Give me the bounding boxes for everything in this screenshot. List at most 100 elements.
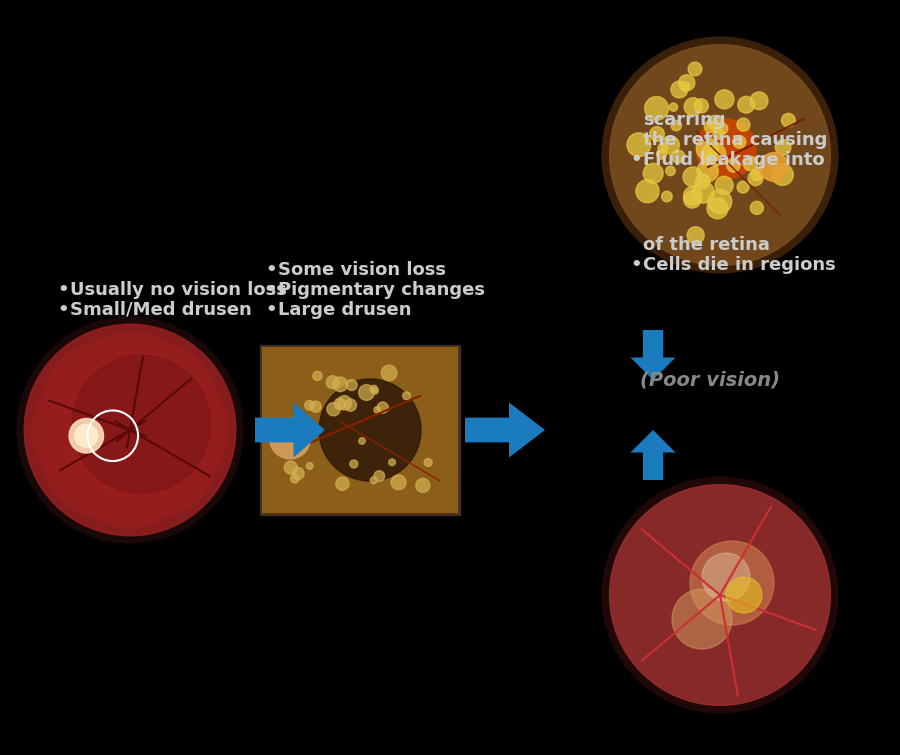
Circle shape: [609, 485, 831, 705]
Circle shape: [748, 171, 763, 186]
Polygon shape: [255, 402, 325, 458]
Text: the retina causing: the retina causing: [643, 131, 827, 149]
Circle shape: [737, 181, 749, 193]
Circle shape: [333, 377, 347, 392]
Polygon shape: [465, 402, 545, 458]
Circle shape: [310, 401, 321, 412]
Circle shape: [291, 474, 299, 483]
Circle shape: [751, 202, 763, 214]
Circle shape: [738, 97, 754, 113]
Circle shape: [694, 99, 708, 113]
Circle shape: [734, 136, 746, 148]
Text: Pigmentary changes: Pigmentary changes: [278, 281, 485, 299]
Circle shape: [727, 159, 740, 172]
Circle shape: [326, 376, 339, 389]
Circle shape: [697, 137, 718, 160]
Circle shape: [650, 127, 664, 141]
Circle shape: [743, 156, 758, 171]
Circle shape: [687, 226, 704, 244]
Circle shape: [636, 180, 659, 203]
Circle shape: [370, 476, 377, 484]
Circle shape: [702, 553, 750, 601]
Polygon shape: [631, 430, 676, 480]
Circle shape: [15, 315, 245, 545]
Circle shape: [370, 385, 378, 393]
Circle shape: [684, 97, 702, 116]
Text: of the retina: of the retina: [643, 236, 770, 254]
Circle shape: [359, 384, 374, 400]
Circle shape: [680, 82, 689, 91]
Circle shape: [751, 92, 768, 109]
Circle shape: [416, 479, 430, 492]
Circle shape: [101, 367, 228, 493]
Circle shape: [688, 62, 702, 76]
Circle shape: [67, 332, 194, 459]
Polygon shape: [631, 330, 676, 380]
FancyBboxPatch shape: [262, 347, 458, 513]
Circle shape: [382, 365, 397, 381]
Text: scarring: scarring: [643, 111, 725, 129]
Circle shape: [306, 463, 313, 470]
Circle shape: [716, 177, 733, 195]
Text: •: •: [630, 256, 642, 274]
Circle shape: [327, 402, 340, 416]
Circle shape: [359, 438, 365, 444]
Circle shape: [345, 399, 356, 411]
Text: •: •: [265, 301, 276, 319]
Circle shape: [346, 380, 357, 390]
Circle shape: [683, 186, 702, 205]
Circle shape: [600, 35, 840, 275]
Circle shape: [389, 459, 395, 466]
Circle shape: [372, 387, 378, 394]
Text: Fluid leakage into: Fluid leakage into: [643, 151, 824, 169]
Circle shape: [657, 149, 667, 159]
Text: Some vision loss: Some vision loss: [278, 261, 446, 279]
Circle shape: [424, 458, 432, 467]
Text: •: •: [57, 301, 68, 319]
Circle shape: [781, 113, 796, 127]
Circle shape: [305, 400, 314, 410]
Circle shape: [402, 392, 410, 399]
Text: (Poor vision): (Poor vision): [640, 370, 780, 389]
Circle shape: [696, 174, 710, 189]
Circle shape: [707, 198, 728, 219]
Circle shape: [684, 191, 701, 208]
Text: •: •: [265, 281, 276, 299]
Circle shape: [32, 367, 158, 493]
Text: Small/Med drusen: Small/Med drusen: [70, 301, 252, 319]
Circle shape: [671, 150, 685, 163]
Circle shape: [73, 356, 211, 493]
Circle shape: [658, 143, 668, 153]
Text: Cells die in regions: Cells die in regions: [643, 256, 836, 274]
Circle shape: [683, 167, 703, 186]
Circle shape: [671, 120, 681, 131]
Circle shape: [374, 406, 381, 413]
Circle shape: [715, 90, 733, 109]
Circle shape: [697, 161, 718, 182]
Circle shape: [313, 371, 322, 381]
Circle shape: [350, 460, 358, 468]
Circle shape: [775, 140, 791, 156]
Circle shape: [319, 379, 421, 481]
Circle shape: [42, 342, 169, 469]
Circle shape: [284, 461, 297, 474]
Circle shape: [338, 396, 352, 410]
Circle shape: [391, 475, 406, 490]
Circle shape: [696, 119, 756, 179]
Circle shape: [662, 136, 680, 154]
Circle shape: [726, 577, 762, 613]
Text: •: •: [265, 261, 276, 279]
Circle shape: [772, 164, 793, 186]
Circle shape: [752, 169, 762, 180]
Circle shape: [600, 475, 840, 715]
Circle shape: [666, 166, 675, 176]
Circle shape: [377, 402, 389, 413]
Text: Usually no vision loss: Usually no vision loss: [70, 281, 287, 299]
Circle shape: [292, 467, 304, 479]
Circle shape: [672, 589, 732, 649]
Text: Large drusen: Large drusen: [278, 301, 411, 319]
Circle shape: [24, 324, 236, 536]
Text: •: •: [57, 281, 68, 299]
Circle shape: [91, 342, 218, 469]
Circle shape: [703, 152, 717, 166]
